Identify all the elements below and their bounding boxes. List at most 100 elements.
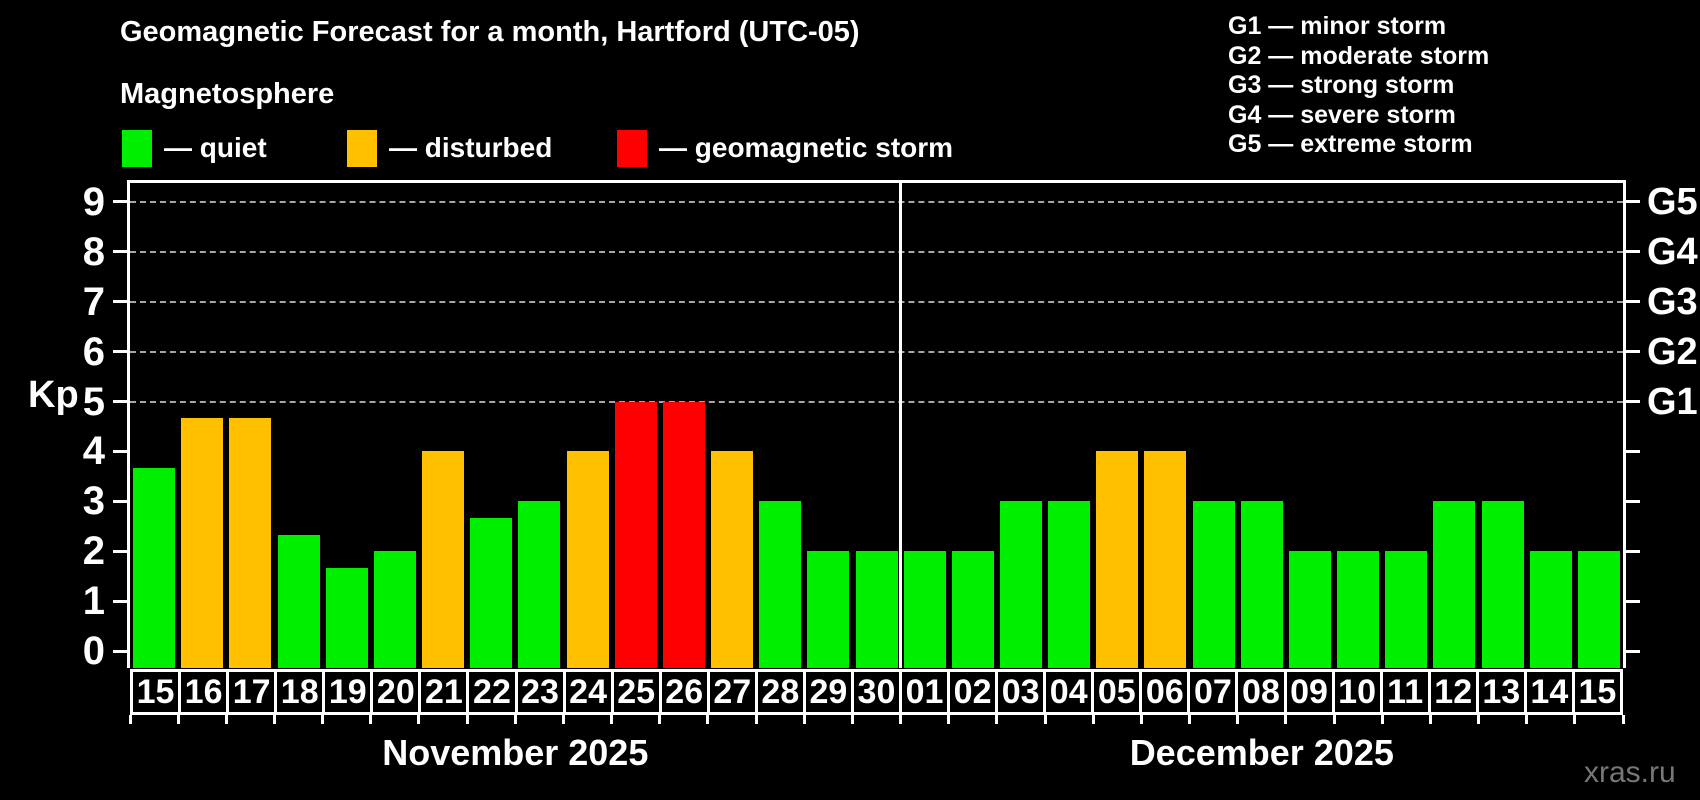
kp-bar (422, 451, 465, 668)
disturbed-label: — disturbed (389, 132, 553, 163)
day-label-cell: 24 (562, 669, 614, 715)
right-axis-tick (1623, 599, 1640, 603)
day-label-cell: 03 (995, 669, 1047, 715)
gridline-g3 (130, 300, 1623, 303)
chart-plot-area: 0 1 2 3 4 5 6 7 8 9 G1 G2 G3 G4 G5 (83, 180, 1698, 671)
day-label-cell: 18 (274, 669, 326, 715)
quiet-label: — quiet (164, 132, 267, 163)
subtitle-magnetosphere: Magnetosphere (120, 78, 335, 110)
g-scale-line-g5: G5 — extreme storm (1228, 130, 1473, 158)
axis-boundary-tick (1477, 715, 1481, 724)
g-scale-legend: G1 — minor storm G2 — moderate storm G3 … (1228, 12, 1489, 160)
day-label-cell: 14 (1523, 669, 1575, 715)
axis-boundary-tick (1573, 715, 1577, 724)
day-label-cell: 01 (899, 669, 951, 715)
kp-bar (807, 551, 850, 668)
day-label-cell: 08 (1235, 669, 1287, 715)
axis-boundary-tick (417, 715, 421, 724)
g-level-label-g5: G5 (1647, 180, 1698, 223)
day-label-cell: 26 (658, 669, 710, 715)
y-axis-tick (113, 549, 130, 553)
kp-axis-label: Kp (28, 374, 79, 416)
axis-boundary-tick (1621, 715, 1625, 724)
month-label-november: November 2025 (382, 732, 649, 773)
g-level-label-g4: G4 (1647, 230, 1698, 273)
axis-boundary-tick (947, 715, 951, 724)
kp-bar (373, 551, 416, 668)
kp-bar (1240, 501, 1283, 668)
axis-boundary-tick (1188, 715, 1192, 724)
gridline-g1 (130, 400, 1623, 403)
kp-bar (903, 551, 946, 668)
gridline-g2 (130, 350, 1623, 353)
axis-boundary-tick (899, 715, 903, 724)
axis-boundary-tick (706, 715, 710, 724)
g-scale-line-g2: G2 — moderate storm (1228, 41, 1490, 70)
right-axis-line (1623, 180, 1626, 668)
day-label-cell: 23 (514, 669, 566, 715)
disturbed-color-swatch (347, 129, 377, 167)
axis-boundary-tick (802, 715, 806, 724)
plot-border-top (127, 180, 1626, 183)
kp-bar (1577, 551, 1620, 668)
quiet-color-swatch (122, 129, 152, 167)
right-axis-tick (1623, 300, 1640, 304)
kp-bar (999, 501, 1042, 668)
day-label-cell: 13 (1475, 669, 1527, 715)
day-label-cell: 19 (322, 669, 374, 715)
day-label-cell: 12 (1427, 669, 1479, 715)
kp-bar (566, 451, 609, 668)
day-label-cell: 21 (418, 669, 470, 715)
g-scale-line-g3: G3 — strong storm (1228, 71, 1455, 99)
y-axis-tick (113, 449, 130, 453)
right-axis-tick (1623, 400, 1640, 403)
right-axis-tick (1623, 649, 1640, 653)
axis-boundary-tick (513, 715, 517, 724)
axis-boundary-tick (658, 715, 662, 724)
storm-label: — geomagnetic storm (659, 132, 954, 163)
y-axis-tick (113, 300, 130, 304)
kp-bar (614, 401, 657, 668)
kp-bar (1385, 551, 1428, 668)
y-axis-line (127, 180, 130, 668)
axis-boundary-tick (610, 715, 614, 724)
legend-item-quiet: — quiet (122, 129, 267, 167)
kp-bar (133, 467, 176, 668)
kp-bar (470, 517, 513, 668)
axis-boundary-tick (1380, 715, 1384, 724)
axis-boundary-tick (754, 715, 758, 724)
axis-boundary-tick (850, 715, 854, 724)
axis-boundary-tick (1236, 715, 1240, 724)
kp-bar (1529, 551, 1572, 668)
watermark: xras.ru (1584, 756, 1676, 789)
month-separator-line (899, 183, 903, 668)
kp-bar (325, 567, 368, 668)
right-axis-tick (1623, 549, 1640, 553)
axis-boundary-tick (561, 715, 565, 724)
kp-bar (277, 534, 320, 668)
day-label-cell: 30 (850, 669, 902, 715)
day-label-cell: 04 (1043, 669, 1095, 715)
day-label-cell: 17 (226, 669, 278, 715)
gridline-g5 (130, 200, 1623, 203)
axis-boundary-tick (1139, 715, 1143, 724)
day-label-cell: 29 (802, 669, 854, 715)
legend-item-disturbed: — disturbed (347, 129, 552, 167)
kp-bar (181, 417, 224, 668)
kp-bar (1433, 501, 1476, 668)
right-axis-tick (1623, 200, 1640, 204)
storm-color-swatch (617, 129, 647, 167)
y-axis-tick (113, 400, 130, 403)
axis-boundary-tick (128, 715, 132, 724)
g-scale-line-g1: G1 — minor storm (1228, 12, 1447, 40)
kp-bar (711, 451, 754, 668)
kp-bar (855, 551, 898, 668)
y-axis-tick (113, 350, 130, 354)
day-label-cell: 11 (1379, 669, 1431, 715)
axis-boundary-tick (1428, 715, 1432, 724)
day-label-cell: 02 (947, 669, 999, 715)
legend-item-storm: — geomagnetic storm (617, 129, 953, 167)
axis-boundary-tick (369, 715, 373, 724)
y-axis-tick (113, 649, 130, 653)
